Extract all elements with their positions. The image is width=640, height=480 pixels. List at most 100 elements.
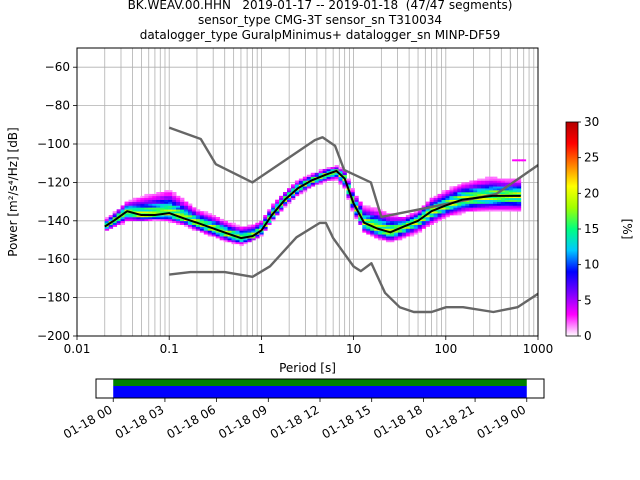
heatmap-cell	[227, 228, 232, 231]
heatmap-outlier-cell	[518, 159, 524, 162]
heatmap-cell	[354, 205, 359, 208]
heatmap-cell	[504, 207, 510, 210]
heatmap-cell	[211, 234, 217, 237]
heatmap-cell	[235, 230, 240, 233]
heatmap-cell	[298, 190, 304, 193]
heatmap-cell	[251, 228, 256, 231]
heatmap-cell	[508, 184, 514, 187]
heatmap-cell	[160, 201, 165, 204]
heatmap-cell	[176, 205, 181, 208]
heatmap-cell	[409, 216, 415, 220]
heatmap-cell	[413, 226, 419, 229]
heatmap-cell	[457, 201, 462, 204]
heatmap-cell	[516, 182, 522, 185]
heatmap-cell	[386, 224, 391, 227]
heatmap-cell	[275, 201, 280, 204]
heatmap-cell	[370, 209, 375, 212]
heatmap-cell	[386, 213, 391, 216]
heatmap-cell	[168, 197, 173, 200]
heatmap-cell	[140, 199, 145, 202]
heatmap-cell	[429, 199, 434, 202]
heatmap-cell	[489, 188, 494, 191]
heatmap-cell	[172, 192, 177, 195]
heatmap-cell	[326, 178, 331, 181]
heatmap-cell	[457, 203, 462, 206]
heatmap-cell	[457, 209, 462, 212]
heatmap-cell	[128, 213, 133, 216]
heatmap-cell	[140, 209, 145, 212]
heatmap-cell	[183, 203, 189, 206]
heatmap-cell	[128, 218, 133, 222]
heatmap-cell	[453, 207, 458, 210]
heatmap-cell	[156, 211, 161, 214]
heatmap-cell	[413, 230, 419, 233]
heatmap-cell	[461, 182, 466, 185]
heatmap-cell	[160, 215, 165, 218]
heatmap-cell	[473, 186, 478, 189]
y-tick-label: −60	[45, 60, 70, 74]
heatmap-cell	[120, 209, 125, 212]
heatmap-cell	[199, 226, 205, 229]
heatmap-cell	[477, 207, 482, 210]
heatmap-cell	[512, 184, 518, 187]
heatmap-cell	[397, 218, 403, 222]
heatmap-cell	[183, 207, 189, 210]
heatmap-cell	[425, 203, 431, 206]
heatmap-cell	[223, 234, 228, 237]
heatmap-cell	[144, 218, 149, 222]
heatmap-cell	[124, 216, 129, 220]
heatmap-cell	[199, 228, 205, 231]
timeline-tick-label: 01-18 15	[319, 402, 373, 441]
heatmap-cell	[370, 207, 375, 210]
heatmap-cell	[144, 216, 149, 220]
heatmap-cell	[180, 205, 185, 208]
heatmap-cell	[393, 216, 399, 220]
heatmap-cell	[500, 205, 506, 208]
heatmap-cell	[231, 240, 236, 243]
heatmap-cell	[433, 211, 438, 214]
heatmap-cell	[370, 218, 375, 222]
heatmap-cell	[405, 216, 411, 220]
heatmap-cell	[187, 222, 193, 225]
plot-frame	[76, 47, 539, 337]
heatmap-cell	[457, 213, 462, 216]
heatmap-cell	[152, 207, 157, 210]
heatmap-cell	[116, 218, 121, 222]
heatmap-cell	[417, 226, 423, 229]
heatmap-cell	[191, 211, 197, 214]
heatmap-cell	[354, 203, 359, 206]
heatmap-cell	[306, 182, 312, 185]
heatmap-cell	[172, 215, 177, 218]
heatmap-cell	[366, 207, 371, 210]
heatmap-cell	[421, 211, 427, 214]
heatmap-cell	[512, 201, 518, 204]
heatmap-cell	[457, 205, 462, 208]
heatmap-cell	[283, 201, 288, 204]
heatmap-cell	[172, 207, 177, 210]
heatmap-cell	[263, 226, 268, 229]
heatmap-cell	[461, 205, 466, 208]
heatmap-cell	[203, 232, 209, 235]
heatmap-cell	[199, 220, 205, 224]
heatmap-cell	[112, 216, 118, 220]
heatmap-cell	[421, 222, 427, 225]
heatmap-cell	[124, 201, 129, 204]
heatmap-cell	[481, 184, 486, 187]
heatmap-cell	[370, 215, 375, 218]
heatmap-cell	[211, 220, 217, 224]
heatmap-cell	[425, 220, 431, 224]
heatmap-cell	[441, 207, 446, 210]
heatmap-cell	[378, 230, 383, 233]
heatmap-cell	[136, 199, 141, 202]
heatmap-cell	[140, 216, 145, 220]
heatmap-cell	[183, 213, 189, 216]
heatmap-cell	[148, 201, 153, 204]
heatmap-cell	[500, 199, 506, 202]
heatmap-cell	[481, 197, 486, 200]
heatmap-cell	[227, 222, 232, 225]
heatmap-cell	[215, 224, 221, 227]
heatmap-cell	[358, 203, 363, 206]
heatmap-cell	[132, 218, 137, 222]
heatmap-cell	[489, 184, 494, 187]
heatmap-cell	[144, 193, 149, 197]
